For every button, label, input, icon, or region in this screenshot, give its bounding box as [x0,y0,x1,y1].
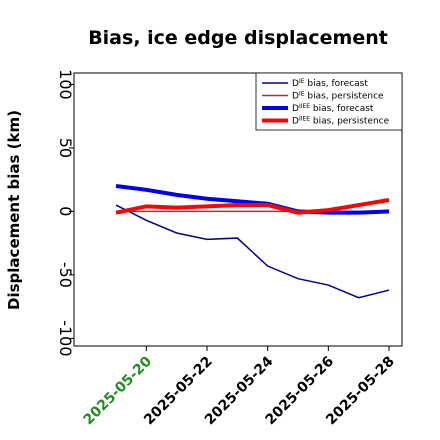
series-line [115,184,390,215]
y-tick-label: -50 [56,262,75,288]
y-tick-label: -100 [56,320,75,356]
series-line [115,198,390,215]
y-axis-label: Displacement bias (km) [5,110,23,310]
y-tick-label: 100 [56,69,75,100]
y-tick-label: 0 [56,206,75,216]
legend-label: DIIEE bias, persistence [292,116,390,127]
chart-title: Bias, ice edge displacement [88,27,388,49]
legend-label: DIE bias, forecast [292,78,368,89]
plot-frame [73,72,403,347]
legend-label: DIE bias, persistence [292,91,384,102]
y-tick-label: 50 [56,138,75,158]
series-line [115,204,390,299]
legend-label: DIIEE bias, forecast [292,103,374,114]
